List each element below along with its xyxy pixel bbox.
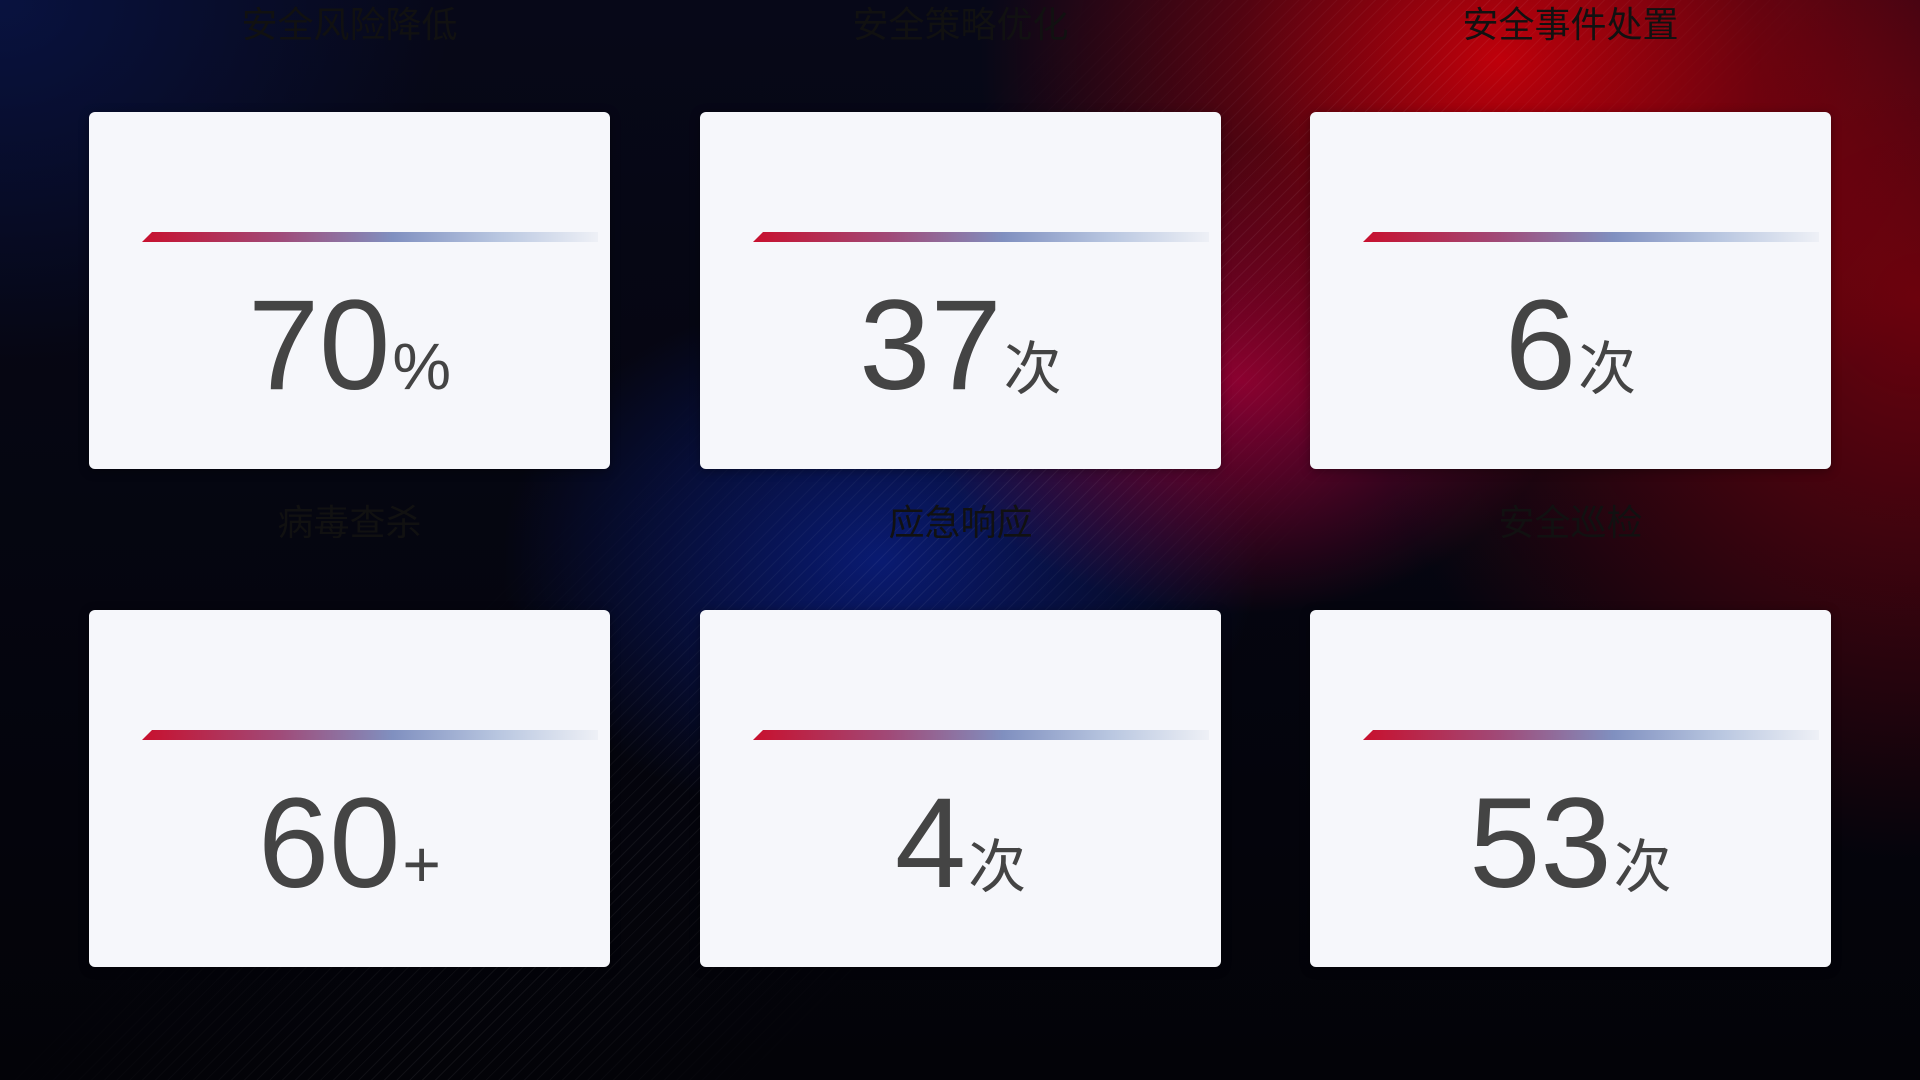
card-value: 53次 xyxy=(1310,780,1831,908)
value-number: 6 xyxy=(1504,274,1577,417)
stat-card-risk-reduction: 安全风险降低 70% xyxy=(89,8,610,469)
value-unit: 次 xyxy=(1578,335,1637,403)
card-title: 安全事件处置 xyxy=(1462,5,1679,46)
card-divider xyxy=(753,232,1209,242)
card-divider xyxy=(142,730,598,740)
card-divider xyxy=(142,232,598,242)
stat-card-security-patrol: 安全巡检 53次 xyxy=(1310,506,1831,967)
card-divider xyxy=(1363,232,1819,242)
card-value: 4次 xyxy=(700,780,1221,908)
card-value: 37次 xyxy=(700,282,1221,410)
stat-card-virus-removal: 病毒查杀 60+ xyxy=(89,506,610,967)
card-title: 病毒查杀 xyxy=(277,503,422,544)
stat-card-policy-optimization: 安全策略优化 37次 xyxy=(700,8,1221,469)
value-unit: + xyxy=(402,827,441,901)
value-unit: 次 xyxy=(1613,833,1672,901)
card-value: 6次 xyxy=(1310,282,1831,410)
card-divider xyxy=(1363,730,1819,740)
card-title: 安全策略优化 xyxy=(852,5,1069,46)
stat-card-emergency-response: 应急响应 4次 xyxy=(700,506,1221,967)
value-unit: 次 xyxy=(1003,335,1062,403)
value-unit: 次 xyxy=(968,833,1027,901)
value-number: 4 xyxy=(894,772,967,915)
value-number: 70 xyxy=(247,274,391,417)
card-value: 60+ xyxy=(89,780,610,908)
value-number: 53 xyxy=(1469,772,1612,915)
card-title: 应急响应 xyxy=(888,503,1033,544)
value-number: 60 xyxy=(258,772,401,915)
card-title: 安全巡检 xyxy=(1498,503,1643,544)
card-value: 70% xyxy=(89,282,610,410)
value-unit: % xyxy=(392,329,452,403)
card-title: 安全风险降低 xyxy=(241,5,458,46)
stat-card-incident-handling: 安全事件处置 6次 xyxy=(1310,8,1831,469)
value-number: 37 xyxy=(859,274,1002,417)
card-divider xyxy=(753,730,1209,740)
